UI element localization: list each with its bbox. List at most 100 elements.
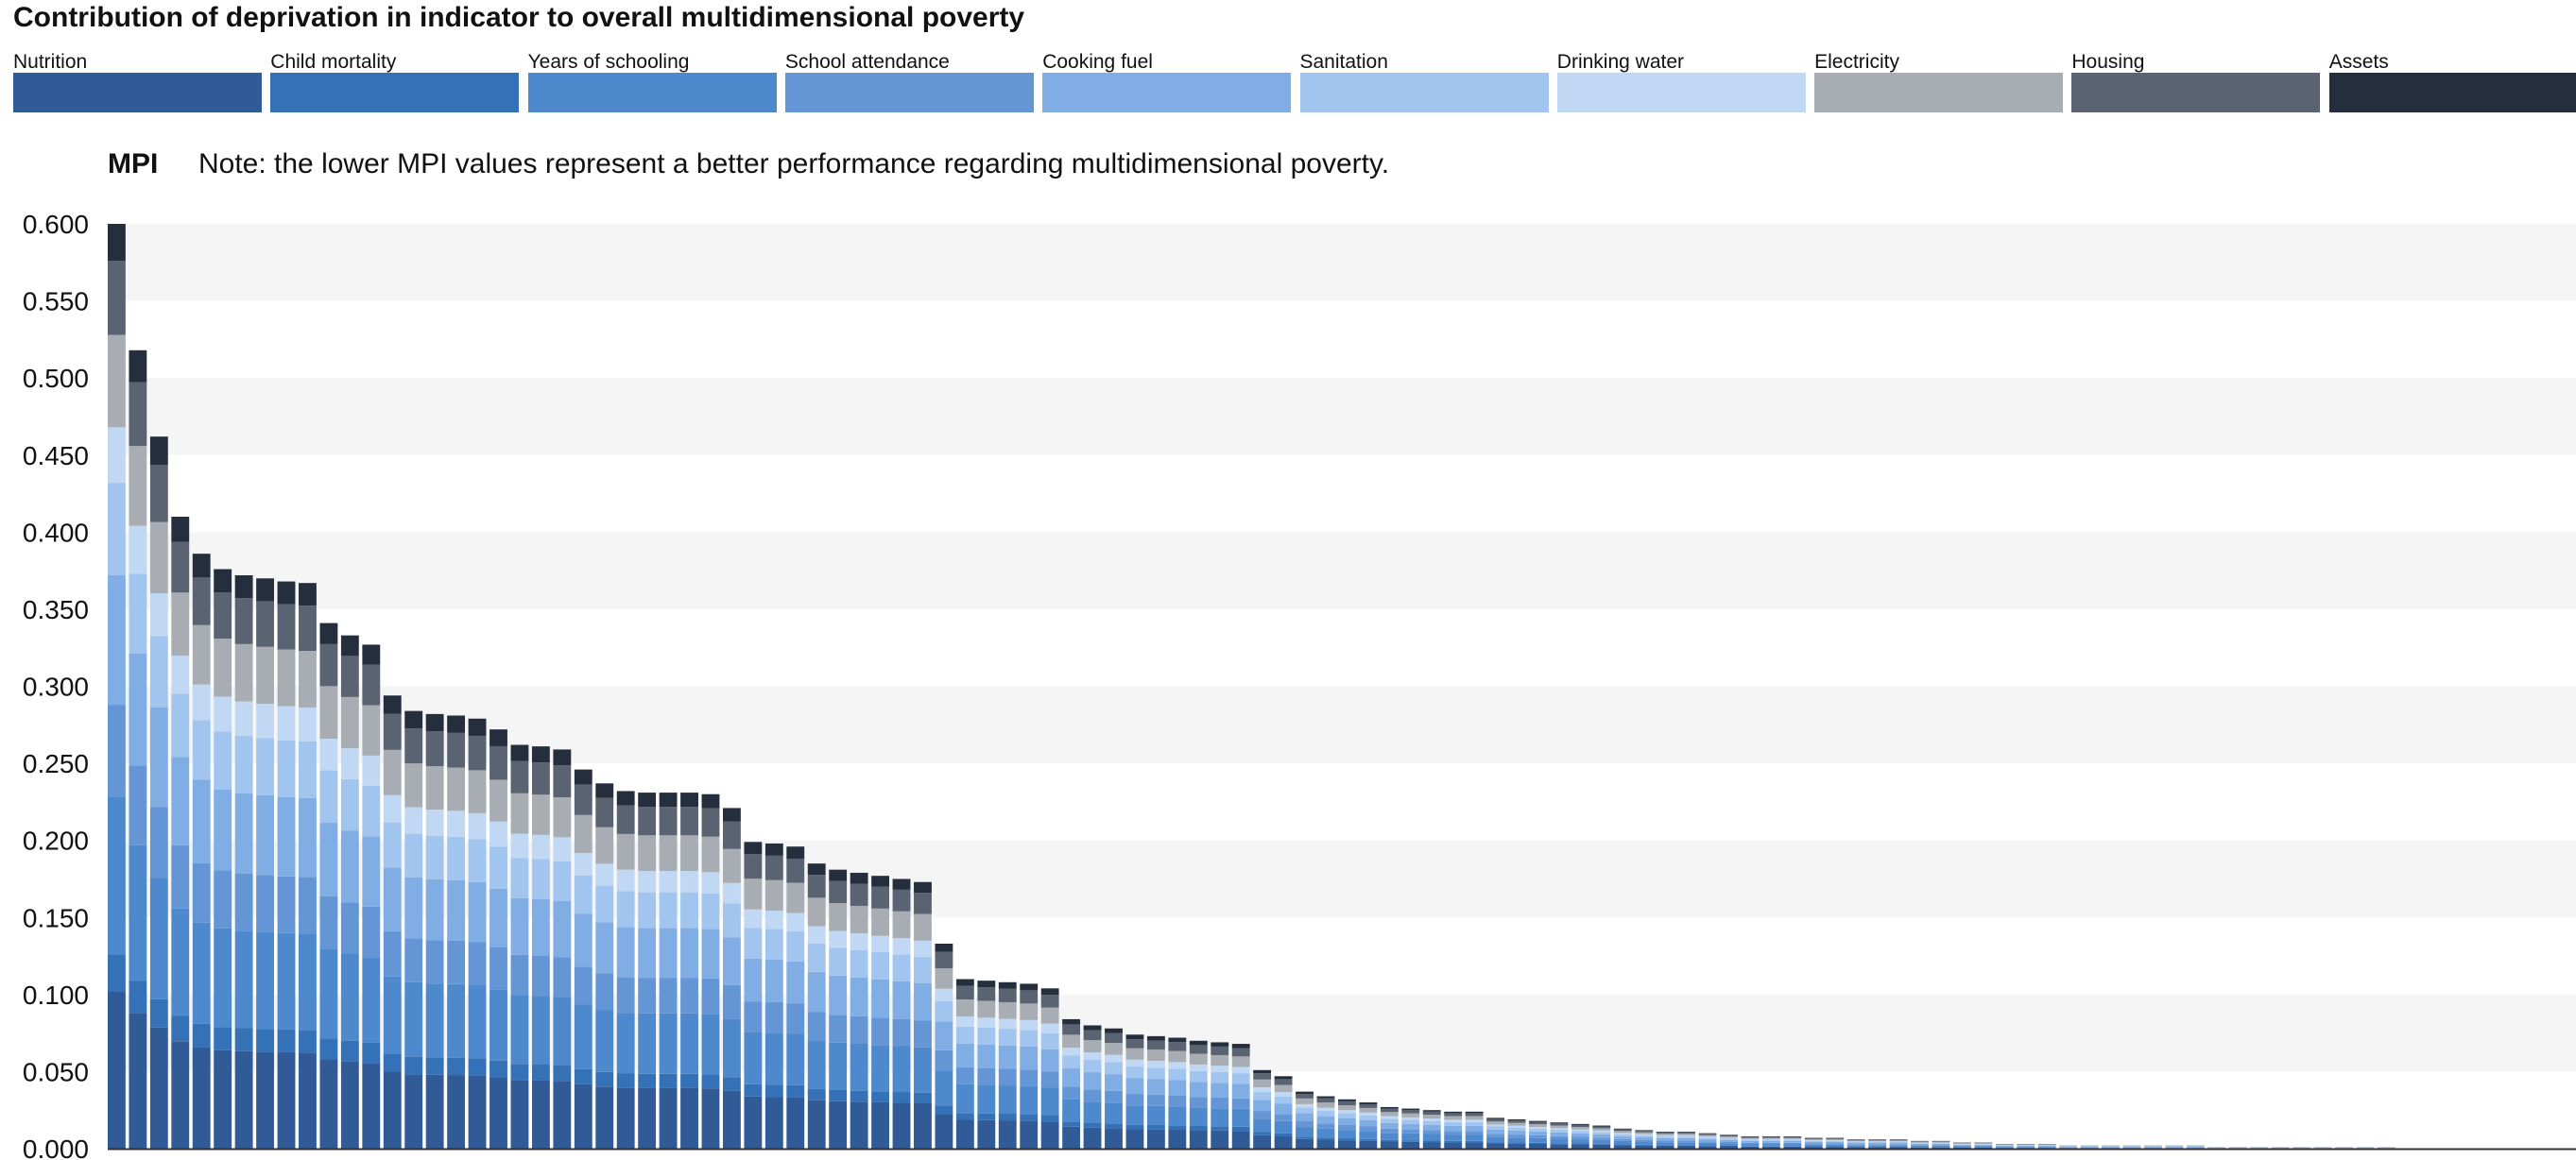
bar-segment [914,893,932,914]
y-tick-label: 0.500 [23,364,89,393]
bar [1677,1132,1696,1149]
bar-segment [510,793,529,834]
bar-segment [1231,1066,1250,1074]
legend-item: Years of schooling [527,49,777,115]
bar-segment [1826,1140,1845,1141]
bar-segment [1380,1139,1399,1142]
bar-segment [1380,1112,1399,1117]
bar [1083,1025,1102,1149]
bar-segment [701,836,720,873]
bar-segment [383,794,402,823]
bar-segment [447,715,466,733]
bar-segment [425,835,444,879]
bar-segment [362,755,381,786]
bar-segment [1359,1119,1378,1127]
bar-segment [1486,1121,1504,1125]
bar [786,846,805,1149]
bar-segment [171,1015,190,1042]
chart-title: Contribution of deprivation in indicator… [13,2,1025,33]
bar-segment [1656,1142,1674,1146]
bar-segment [2144,1147,2162,1149]
bar-segment [1783,1136,1802,1138]
bar-segment [1507,1125,1526,1128]
bar-segment [553,1081,572,1149]
bar-segment [1613,1145,1632,1149]
bar-segment [829,903,848,931]
bar [362,644,381,1149]
grid-band [108,224,2576,301]
bar-segment [1401,1117,1420,1120]
bar-segment [1146,1061,1165,1068]
bar-segment [892,954,911,981]
bar-segment [935,1049,953,1071]
bar-segment [192,1023,211,1048]
bar-segment [1932,1143,1950,1144]
bar-segment [192,554,211,578]
bar-segment [914,956,932,983]
bar-segment [914,940,932,957]
bar-segment [1613,1135,1632,1139]
bar-segment [1444,1142,1463,1149]
legend-swatch [1814,73,2064,112]
bar [468,718,487,1149]
bar-segment [1465,1116,1484,1120]
bar [574,769,592,1149]
bar-segment [574,769,592,785]
bar-segment [2165,1147,2184,1149]
bar-segment [1953,1147,1971,1149]
bar-segment [1804,1144,1823,1147]
bar-segment [1889,1144,1908,1146]
bar-segment [1571,1129,1589,1132]
bar-segment [1953,1143,1971,1144]
bar-segment [404,728,423,764]
bar [425,713,444,1149]
bar-segment [764,929,783,960]
bar-segment [914,1020,932,1048]
bar-segment [1868,1142,1887,1145]
bar-segment [1422,1120,1441,1125]
bar-segment [1846,1142,1865,1145]
bar-segment [1720,1145,1738,1147]
bar [1868,1139,1887,1149]
bar-segment [998,1001,1017,1019]
bar-segment [362,785,381,837]
bar-segment [1720,1134,1738,1137]
bar [553,749,572,1149]
bar-segment [277,876,296,933]
legend-label: Housing [2071,51,2145,73]
bar-segment [1465,1119,1484,1122]
bar-segment [1720,1146,1738,1149]
bar-segment [786,930,805,962]
bar-segment [1146,1067,1165,1080]
bar-segment [234,701,253,736]
bar-segment [1020,1003,1039,1020]
bar-segment [1507,1119,1526,1121]
bar-segment [871,1091,889,1102]
bar-segment [129,446,147,526]
legend-swatch [527,73,777,112]
bar-segment [659,928,678,979]
bar [850,872,868,1149]
bar-segment [510,760,529,793]
bar-segment [871,935,889,953]
bar-segment [871,1045,889,1092]
bar-segment [1783,1137,1802,1139]
bar-segment [510,897,529,955]
bar-segment [340,902,359,954]
bar-segment [1698,1136,1717,1138]
bar-segment [1444,1140,1463,1143]
bar-segment [1105,1102,1123,1124]
bar-segment [1677,1137,1696,1141]
bar-segment [786,1003,805,1034]
bar-segment [723,848,741,883]
bar-segment [425,940,444,984]
grid-band [108,532,2576,609]
bar-segment [1062,1018,1081,1025]
bar-segment [1783,1135,1802,1137]
bar-segment [1741,1140,1760,1143]
bar-segment [468,770,487,813]
bar-segment [1846,1147,1865,1149]
bar-segment [1761,1135,1780,1137]
bar-segment [998,1120,1017,1149]
bar-segment [1338,1105,1356,1111]
